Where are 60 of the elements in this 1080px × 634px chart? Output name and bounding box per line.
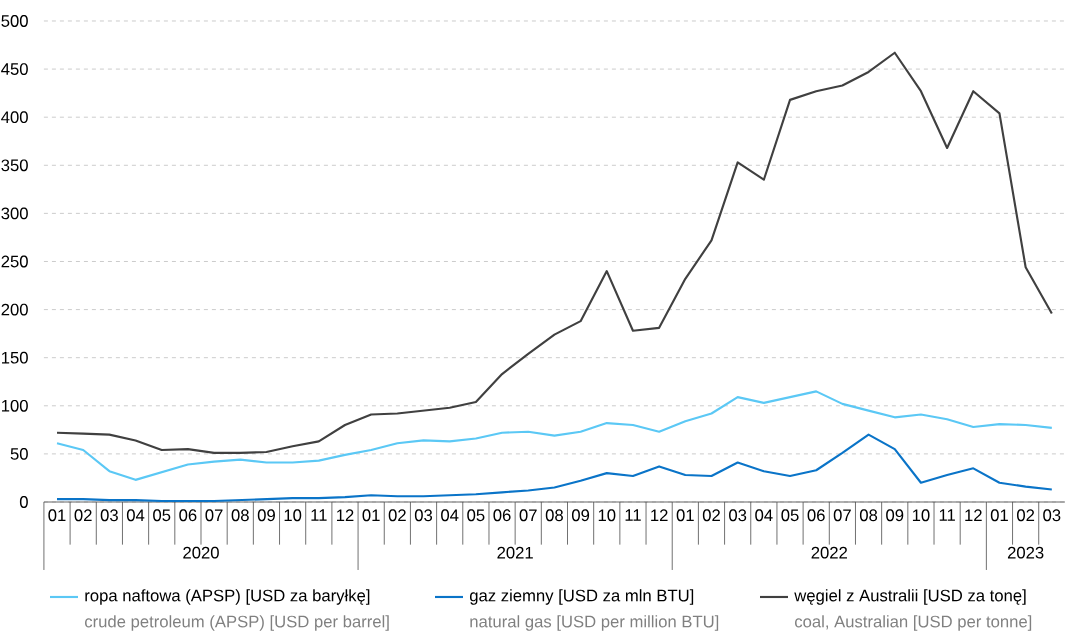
x-tick-label: 09 (886, 509, 904, 522)
x-tick-label: 03 (414, 509, 433, 522)
x-tick-label: 02 (388, 509, 406, 522)
text: crude petroleum (APSP) [USD per barrel] (84, 615, 389, 631)
y-tick-label: 0 (19, 496, 28, 508)
x-tick-label: 04 (126, 509, 145, 522)
y-tick-label: 250 (1, 255, 28, 268)
x-tick-label: 05 (153, 509, 171, 522)
x-tick-label: 06 (493, 509, 511, 522)
x-tick-label: 01 (48, 509, 66, 522)
x-tick-label: 11 (625, 509, 641, 521)
text: 2020 (183, 546, 219, 559)
x-tick-label: 06 (179, 509, 197, 522)
legend-label: ropa naftowa (APSP) [USD za baryłkę] (85, 589, 370, 605)
x-tick-label: 04 (755, 509, 773, 522)
x-tick-label: 02 (1017, 509, 1035, 522)
x-tick-label: 03 (100, 509, 118, 522)
legend-label: gaz ziemny [USD za mln BTU] (469, 589, 694, 605)
y-tick-label: 100 (2, 399, 28, 412)
x-tick-label: 07 (205, 509, 223, 522)
y-tick-label: 150 (2, 351, 28, 364)
x-tick-label: 03 (1043, 509, 1061, 522)
x-tick-label: 12 (336, 509, 354, 521)
y-tick-label: 300 (1, 207, 28, 220)
x-tick-label: 02 (702, 509, 720, 522)
text: coal, Australian [USD per tonne] (794, 615, 1032, 631)
x-tick-label: 11 (939, 509, 955, 521)
x-tick-label: 12 (965, 509, 982, 521)
y-tick-label: 200 (1, 303, 28, 316)
x-tick-label: 08 (231, 509, 249, 522)
x-tick-label: 10 (912, 509, 930, 522)
x-tick-label: 12 (651, 509, 668, 521)
y-tick-label: 350 (1, 159, 28, 172)
x-tick-label: 09 (571, 509, 590, 522)
text: 2023 (1007, 546, 1044, 559)
x-tick-label: 07 (519, 509, 537, 522)
y-tick-label: 50 (10, 448, 28, 460)
legend-label: węgiel z Australii [USD za tonę] (794, 589, 1026, 605)
x-tick-label: 04 (441, 509, 459, 522)
x-tick-label: 05 (467, 509, 485, 522)
y-tick-label: 400 (1, 111, 28, 124)
x-tick-label: 10 (598, 509, 616, 522)
x-tick-label: 10 (284, 509, 302, 522)
x-tick-label: 11 (311, 509, 327, 521)
x-tick-label: 07 (833, 509, 851, 522)
y-tick-label: 500 (1, 15, 28, 27)
text: 2021 (497, 546, 533, 559)
x-tick-label: 08 (859, 509, 878, 522)
y-tick-label: 450 (1, 63, 28, 75)
x-tick-label: 03 (729, 509, 747, 522)
x-tick-label: 06 (807, 509, 825, 522)
x-tick-label: 09 (257, 509, 275, 522)
x-tick-label: 02 (74, 509, 92, 522)
text: natural gas [USD per million BTU] (470, 615, 719, 631)
x-tick-label: 05 (781, 509, 799, 522)
x-tick-label: 01 (676, 509, 694, 522)
x-tick-label: 01 (362, 509, 380, 522)
x-tick-label: 01 (990, 509, 1008, 522)
text: 2022 (811, 546, 847, 559)
x-tick-label: 08 (545, 509, 563, 522)
